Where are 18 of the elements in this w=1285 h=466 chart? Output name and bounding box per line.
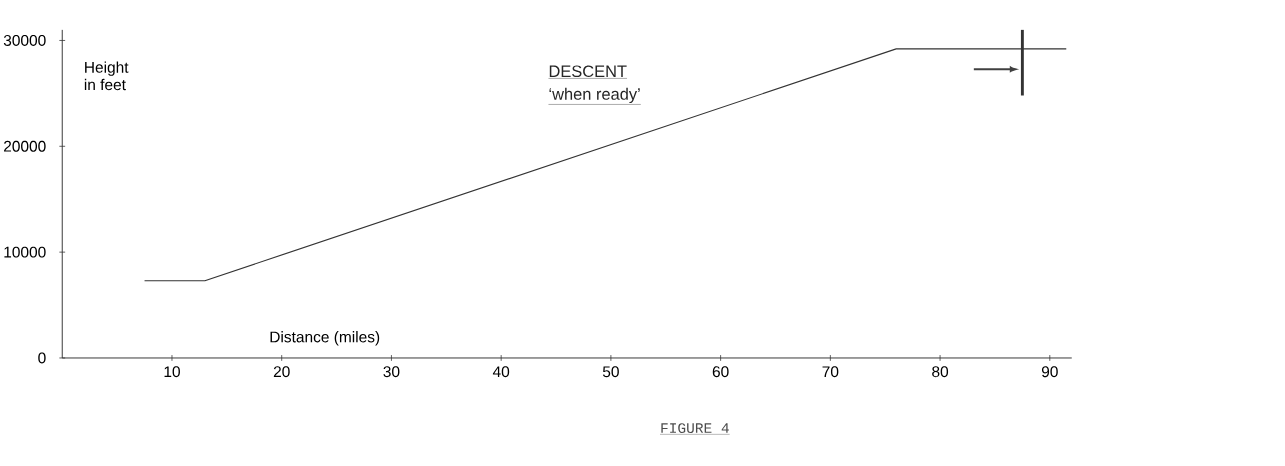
x-tick-label: 60 xyxy=(712,366,729,378)
y-tick-label: 0 xyxy=(38,352,46,364)
x-axis-title: Distance (miles) xyxy=(270,331,380,346)
annotation: DESCENT xyxy=(549,65,627,78)
x-tick-label: 30 xyxy=(383,366,400,378)
x-tick-label: 20 xyxy=(273,366,290,378)
x-tick-label: 40 xyxy=(492,366,510,378)
y-axis-title: Height in feet xyxy=(84,61,129,91)
x-tick-label: 50 xyxy=(602,366,619,378)
y-tick-label: 30000 xyxy=(3,35,46,46)
y-tick-label: 20000 xyxy=(4,140,46,152)
caption: FIGURE 4 xyxy=(661,423,729,434)
x-tick-label: 70 xyxy=(822,366,839,378)
x-tick-label: 80 xyxy=(932,366,949,378)
x-tick-label: 90 xyxy=(1041,366,1058,378)
annotation: ‘when ready’ xyxy=(549,87,640,104)
x-tick-label: 10 xyxy=(164,366,180,378)
y-tick-label: 10000 xyxy=(4,246,46,258)
